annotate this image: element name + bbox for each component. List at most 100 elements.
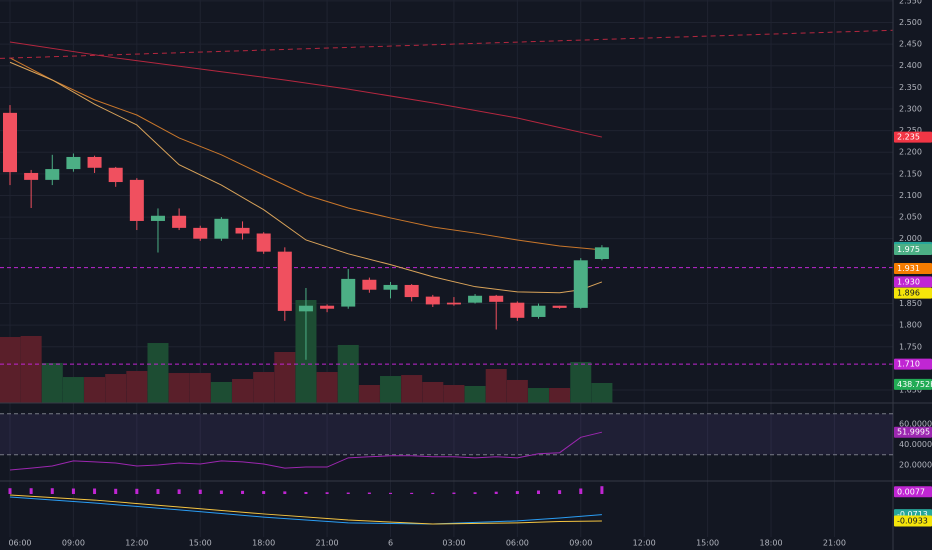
x-tick-label: 12:00 — [633, 539, 656, 548]
macd-histogram-bar — [389, 492, 393, 494]
macd-line — [9, 496, 602, 525]
macd-histogram-bar — [156, 489, 160, 494]
macd-histogram-bar — [8, 488, 12, 494]
price-badge-label: 0.0077 — [897, 487, 925, 496]
macd-histogram-bar — [346, 492, 350, 494]
candle-body — [531, 305, 546, 317]
macd-histogram-bar — [304, 491, 308, 494]
candle-body — [256, 233, 271, 252]
moving-average — [0, 29, 894, 59]
volume-bar — [380, 376, 402, 403]
candle-body — [552, 305, 567, 308]
candle-body — [150, 215, 165, 221]
price-badge — [894, 378, 932, 390]
macd-histogram-bar — [241, 490, 245, 494]
y-tick-label: 2.150 — [899, 169, 922, 178]
x-tick-label: 12:00 — [125, 539, 148, 548]
volume-bar — [570, 361, 592, 403]
volume-bar — [527, 388, 549, 403]
y-tick-label: 2.100 — [899, 191, 922, 200]
candle-body — [404, 284, 419, 298]
candle-body — [66, 156, 81, 170]
price-badge-label: -0.0933 — [897, 516, 928, 525]
candle-body — [2, 112, 17, 173]
y-tick-label: 2.000 — [899, 234, 922, 243]
volume-bar — [485, 368, 507, 403]
macd-histogram-bar — [558, 490, 562, 494]
y-tick-label: 1.650 — [899, 386, 922, 395]
price-badge-label: 1.930 — [897, 277, 920, 286]
macd-histogram-bar — [579, 488, 583, 494]
macd-histogram-bar — [536, 490, 540, 494]
candle-body — [172, 215, 187, 228]
candle-body — [489, 295, 504, 302]
macd-histogram-bar — [600, 486, 604, 494]
price-badge — [894, 276, 932, 288]
rsi-tick-label: 60.0000 — [899, 419, 932, 428]
rsi-band — [0, 413, 893, 455]
price-badge — [894, 131, 932, 143]
x-tick-label: 09:00 — [62, 539, 85, 548]
candle-body — [446, 302, 461, 305]
macd-histogram-bar — [29, 488, 33, 494]
x-tick-label: 06:00 — [8, 539, 31, 548]
candle-body — [129, 179, 144, 221]
volume-bar — [210, 381, 232, 403]
volume-bar — [126, 371, 148, 403]
price-badge-label: 438.752K — [897, 380, 932, 389]
price-badge-label: 2.235 — [897, 133, 920, 142]
y-tick-label: 2.500 — [899, 18, 922, 27]
price-badge-label: 1.975 — [897, 245, 920, 254]
y-tick-label: 2.300 — [899, 104, 922, 113]
volume-bar — [401, 375, 423, 403]
macd-histogram-bar — [198, 489, 202, 494]
price-badge — [894, 287, 932, 299]
macd-histogram-bar — [367, 492, 371, 494]
x-tick-label: 21:00 — [316, 539, 339, 548]
candle-body — [383, 284, 398, 290]
volume-bar — [105, 374, 127, 403]
rsi-tick-label: 20.0000 — [899, 461, 932, 470]
candle-body — [468, 295, 483, 303]
candle-body — [45, 169, 60, 180]
x-tick-label: 18:00 — [252, 539, 275, 548]
volume-bar — [358, 384, 380, 403]
y-tick-label: 2.050 — [899, 213, 922, 222]
candle-body — [573, 260, 588, 308]
x-tick-label: 18:00 — [759, 539, 782, 548]
macd-histogram-bar — [283, 491, 287, 494]
candle-body — [425, 296, 440, 305]
volume-bar — [443, 384, 465, 403]
y-tick-label: 2.550 — [899, 0, 922, 5]
signal-line — [9, 494, 602, 525]
price-badge — [894, 426, 932, 438]
macd-histogram-bar — [135, 488, 139, 494]
volume-bar — [464, 385, 486, 403]
y-tick-label: 2.200 — [899, 148, 922, 157]
volume-bar — [62, 377, 84, 403]
y-tick-label: 2.350 — [899, 83, 922, 92]
price-badge — [894, 358, 932, 370]
candle-body — [510, 302, 525, 318]
y-tick-label: 2.250 — [899, 126, 922, 135]
volume-bar — [0, 337, 21, 403]
macd-histogram-bar — [219, 490, 223, 494]
macd-histogram-bar — [325, 492, 329, 494]
volume-bar — [337, 344, 359, 403]
macd-histogram-bar — [410, 492, 414, 494]
candle-body — [277, 251, 292, 311]
candle-body — [594, 247, 609, 260]
candle-body — [235, 227, 250, 234]
x-tick-label: 15:00 — [189, 539, 212, 548]
macd-histogram-bar — [71, 488, 75, 494]
volume-bar — [316, 372, 338, 403]
price-badge — [894, 486, 932, 498]
macd-histogram-bar — [431, 492, 435, 494]
candle-body — [320, 305, 335, 309]
volume-bar — [274, 351, 296, 403]
y-tick-label: 2.450 — [899, 40, 922, 49]
candle-body — [298, 305, 313, 312]
